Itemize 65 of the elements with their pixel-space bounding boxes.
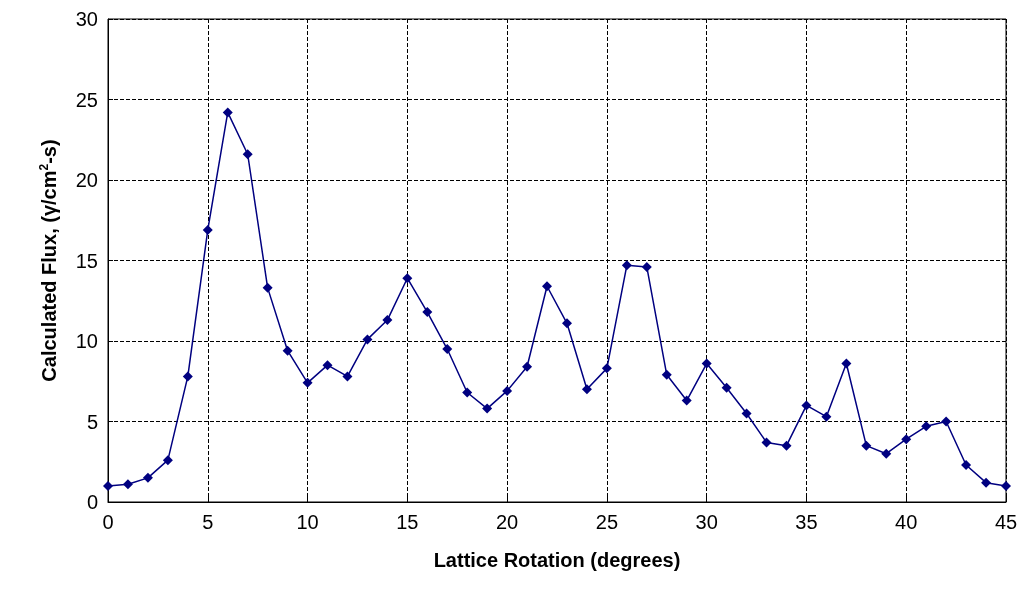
point: [621, 260, 632, 271]
x-axis-title: Lattice Rotation (degrees): [433, 549, 681, 571]
y-tick-label: 10: [75, 330, 98, 352]
point: [162, 455, 173, 466]
y-tick-label: 30: [75, 8, 98, 30]
point: [262, 282, 273, 293]
point: [442, 344, 453, 355]
point: [103, 480, 113, 491]
x-tick-label: 30: [695, 511, 718, 533]
point: [681, 395, 692, 406]
point: [202, 224, 213, 235]
point: [522, 361, 533, 372]
point: [841, 358, 852, 369]
x-tick-label: 25: [595, 511, 619, 533]
point: [941, 416, 952, 427]
point: [741, 408, 752, 419]
point: [581, 384, 592, 395]
point: [302, 377, 313, 388]
point: [661, 369, 672, 380]
x-tick-label: 5: [202, 511, 214, 533]
point: [701, 358, 712, 369]
point: [1001, 480, 1011, 491]
point: [362, 334, 373, 345]
x-tick-label: 10: [296, 511, 319, 533]
point: [561, 318, 572, 329]
point: [781, 440, 792, 451]
point: [921, 421, 932, 432]
x-tick-label: 20: [495, 511, 519, 533]
point: [222, 107, 233, 118]
y-tick-label: 15: [75, 249, 98, 272]
point: [641, 261, 652, 272]
point: [342, 371, 353, 382]
point: [721, 382, 732, 393]
y-tick-label: 20: [75, 169, 98, 191]
point: [542, 281, 553, 292]
point: [761, 437, 772, 448]
x-tick-label: 15: [396, 511, 419, 533]
point: [422, 307, 433, 318]
y-tick-label: 5: [86, 410, 98, 433]
point: [182, 371, 193, 382]
point: [142, 472, 153, 483]
point: [502, 385, 513, 396]
x-tick-label: 35: [795, 511, 818, 533]
point: [981, 477, 992, 488]
point: [961, 459, 972, 470]
point: [322, 360, 333, 371]
point: [901, 434, 912, 445]
point: [242, 149, 253, 160]
x-tick-label: 0: [102, 511, 114, 533]
x-tick-label: 40: [895, 511, 918, 533]
point: [462, 387, 473, 398]
point: [402, 273, 413, 284]
x-tick-label: 45: [994, 511, 1018, 533]
point: [382, 315, 393, 326]
point: [881, 448, 892, 459]
point: [601, 363, 612, 374]
point: [482, 403, 493, 414]
y-tick-label: 0: [86, 491, 98, 513]
point: [801, 400, 812, 411]
y-tick-label: 25: [75, 88, 98, 111]
point: [282, 345, 293, 356]
point: [861, 440, 872, 451]
point: [122, 479, 133, 490]
y-axis-title: Calculated Flux, (γ/cm2-s): [37, 139, 60, 382]
point: [821, 411, 832, 422]
